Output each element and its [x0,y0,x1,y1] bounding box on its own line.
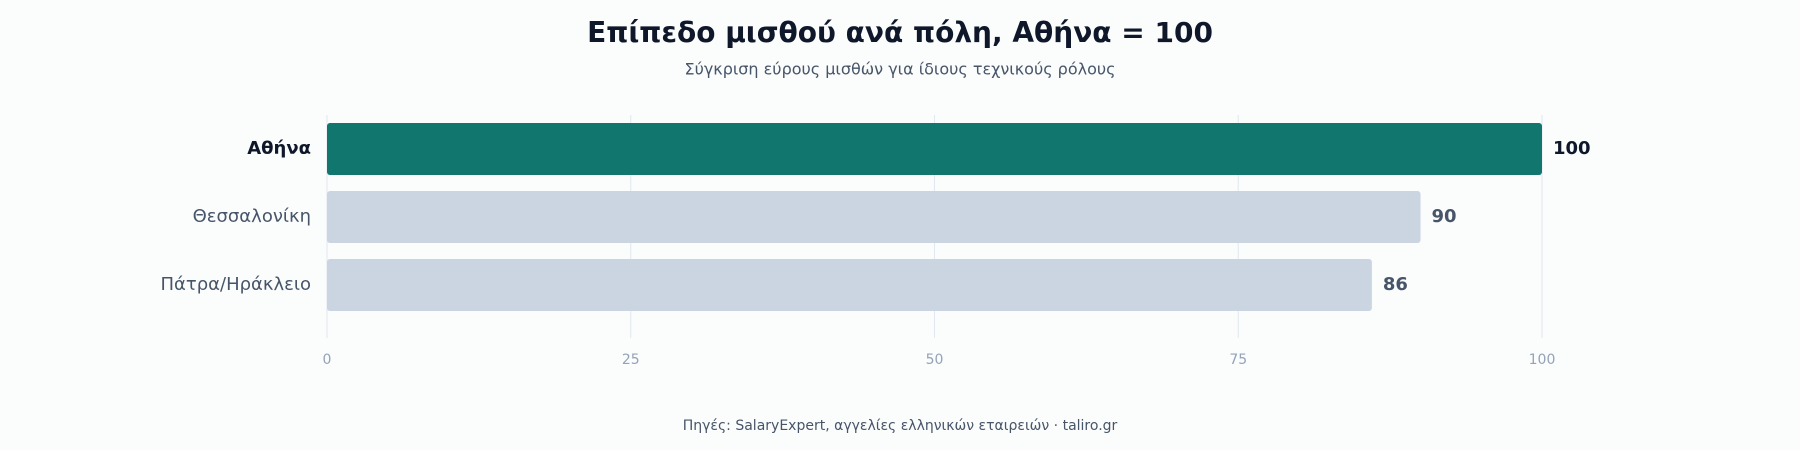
value-label: 90 [1432,206,1457,227]
x-tick-label: 50 [926,352,944,368]
x-tick-label: 100 [1529,352,1556,368]
x-tick-label: 0 [323,352,332,368]
value-label: 86 [1383,274,1408,295]
y-tick-label: Πάτρα/Ηράκλειο [160,274,311,295]
source-note: Πηγές: SalaryExpert, αγγελίες ελληνικών … [683,418,1118,434]
x-tick-label: 75 [1229,352,1247,368]
x-tick-label: 25 [622,352,640,368]
chart-title: Επίπεδο μισθού ανά πόλη, Αθήνα = 100 [587,16,1213,49]
value-label: 100 [1553,138,1591,159]
y-tick-label: Αθήνα [247,138,311,159]
bar [327,123,1542,175]
y-tick-label: Θεσσαλονίκη [193,206,311,227]
bar [327,259,1372,311]
chart-subtitle: Σύγκριση εύρους μισθών για ίδιους τεχνικ… [684,60,1115,79]
bar [327,191,1421,243]
